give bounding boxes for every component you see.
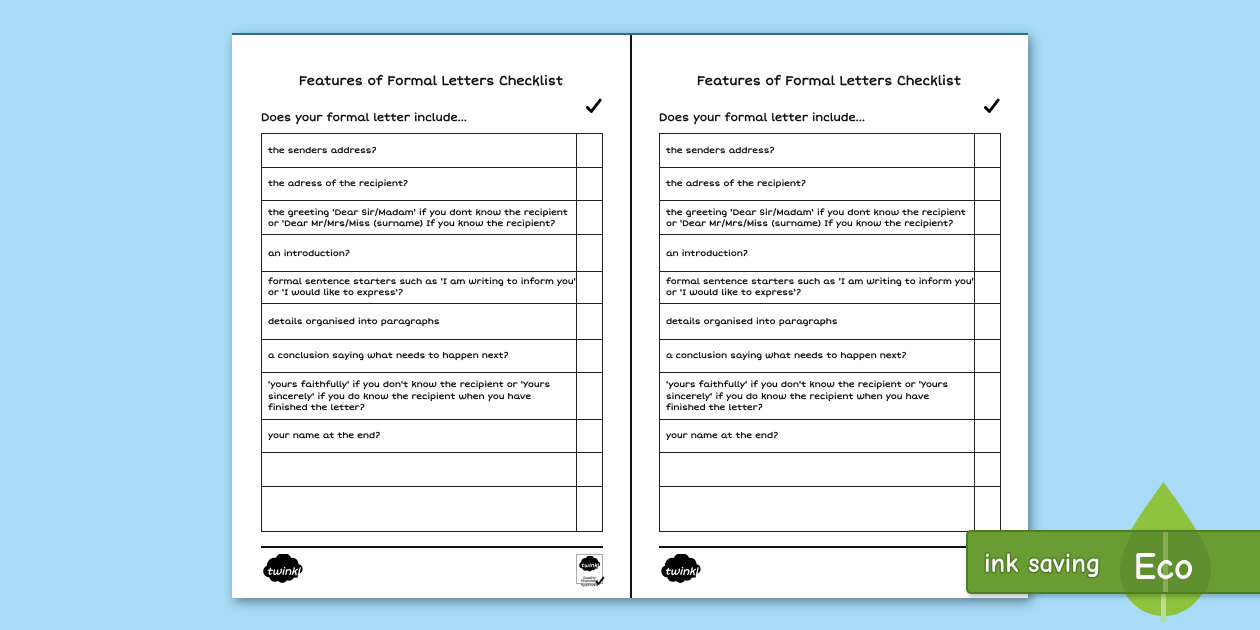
svg-text:Eco: Eco [1133,545,1193,589]
svg-text:ink saving: ink saving [984,548,1101,579]
svg-text:twinkl: twinkl [267,565,302,577]
svg-text:twinkl: twinkl [665,565,700,577]
svg-text:twinkl: twinkl [581,562,599,569]
